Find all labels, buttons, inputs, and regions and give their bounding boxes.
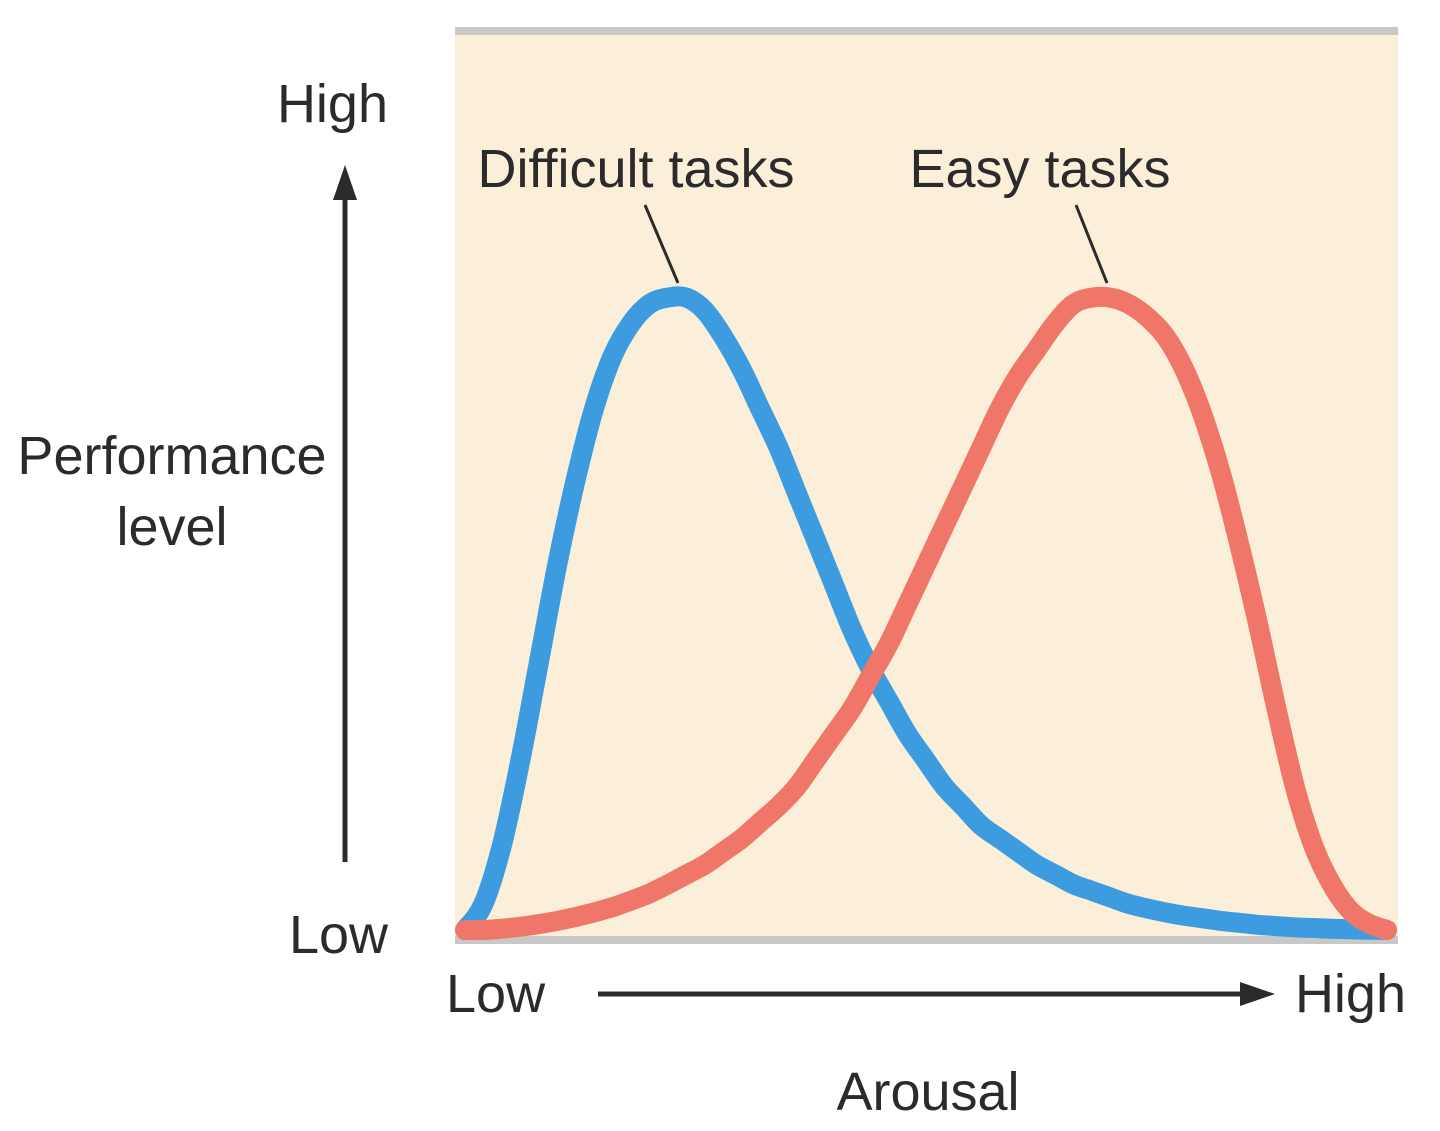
x-axis-label: Arousal xyxy=(836,1062,1019,1122)
y-axis-label-line-2: level xyxy=(116,497,227,557)
x-tick-low: Low xyxy=(446,964,546,1024)
series-line-difficult-tasks xyxy=(455,286,1397,940)
y-tick-high: High xyxy=(277,74,388,134)
easy-tasks-label: Easy tasks xyxy=(909,139,1170,199)
easy-tasks-leader-line xyxy=(1074,204,1109,284)
x-tick-high: High xyxy=(1295,964,1406,1024)
y-tick-low: Low xyxy=(289,905,389,965)
difficult-tasks-leader-line xyxy=(643,204,680,284)
plot-background xyxy=(455,30,1398,942)
y-axis-arrow-head xyxy=(333,165,357,200)
y-axis-label-line-1: Performance xyxy=(17,426,326,486)
difficult-tasks-label: Difficult tasks xyxy=(477,139,794,199)
series-line-easy-tasks xyxy=(455,286,1397,941)
x-axis-arrow-head xyxy=(1240,982,1275,1006)
